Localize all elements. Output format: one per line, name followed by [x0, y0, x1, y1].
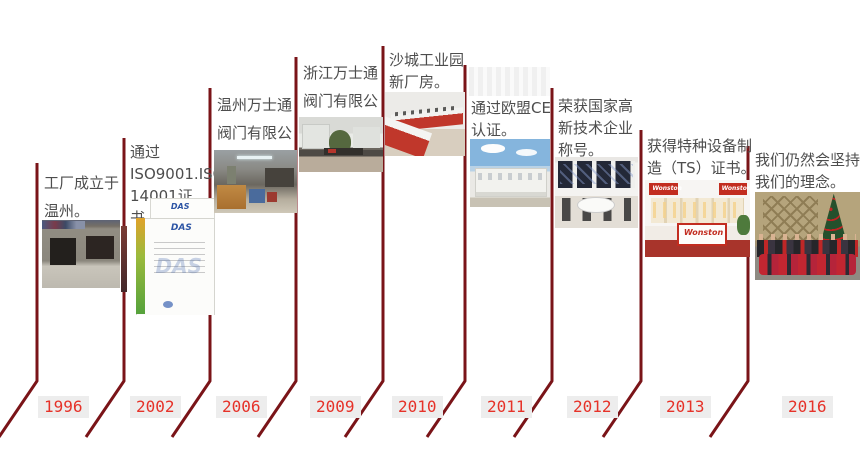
das-logo: DAS	[170, 222, 192, 233]
year-label-2013: 2013	[660, 396, 711, 418]
das-watermark: DAS	[155, 254, 203, 279]
das-logo: DAS	[170, 201, 190, 211]
display-boards	[558, 161, 635, 189]
photo-2010-assembly-line	[385, 92, 465, 156]
wonston-logo: Wonston	[683, 227, 724, 237]
shelf-lights	[653, 201, 742, 219]
wonston-logo: Wonston	[652, 184, 682, 192]
milestone-text-line: 造（TS）证书。	[647, 159, 756, 177]
photo-2009-factory-gate	[299, 117, 383, 172]
photo-edge-sliver	[121, 226, 127, 292]
photo-2012-showroom	[555, 157, 638, 228]
people-back-row	[757, 239, 858, 258]
worker-figure	[227, 166, 236, 184]
year-label-1996: 1996	[38, 396, 89, 418]
milestone-text-line: 我们仍然会坚持	[755, 151, 860, 169]
wonston-logo: Wonston	[721, 184, 750, 192]
photo-2011-factory-exterior	[470, 139, 550, 207]
tree	[329, 130, 352, 154]
milestone-text-line: 阀门有限公	[303, 92, 379, 110]
photo-2002-iso-certificates: DAS DAS DAS	[121, 198, 217, 315]
milestone-text-line: 新技术企业	[558, 119, 634, 137]
round-table	[576, 196, 616, 213]
machinery	[265, 167, 294, 187]
booth-header-panel	[718, 183, 747, 196]
milestone-text-2010: 沙城工业园 新厂房。	[389, 49, 471, 93]
milestone-text-2011: 通过欧盟CE 认证。	[471, 97, 553, 141]
photo-2013-exhibition-booth: Wonston Wonston Wonston	[645, 180, 750, 257]
gate-sign	[324, 147, 363, 155]
milestone-text-line: 浙江万士通	[303, 64, 379, 82]
building-windows	[478, 173, 542, 180]
photo-1996-old-factory	[42, 220, 120, 288]
blue-crate	[248, 189, 266, 203]
milestone-text-line: 温州万士通	[217, 96, 293, 114]
factory-building	[352, 126, 380, 148]
milestone-text-line: 认证。	[471, 121, 517, 139]
milestone-text-line: 我们的理念。	[755, 173, 846, 191]
people-front-row	[759, 253, 856, 275]
milestone-text-line: 阀门有限公	[217, 124, 293, 142]
year-label-2016: 2016	[782, 396, 833, 418]
booth-counter	[676, 223, 727, 246]
year-label-2009: 2009	[310, 396, 361, 418]
photo-2006-workshop-interior	[214, 150, 297, 213]
gate-sign-red-text	[327, 149, 336, 153]
milestone-text-2013: 获得特种设备制 造（TS）证书。	[647, 135, 757, 179]
cloud	[481, 144, 506, 153]
fluorescent-light	[237, 156, 273, 160]
milestone-text-line: ISO9001.ISO	[130, 165, 225, 183]
cardboard-boxes	[217, 184, 246, 209]
people-heads-row	[759, 234, 856, 240]
milestone-text-2012: 荣获国家高 新技术企业 称号。	[558, 95, 640, 161]
milestone-text-line: 沙城工业园	[389, 51, 465, 69]
year-label-2010: 2010	[392, 396, 443, 418]
red-box	[267, 191, 278, 202]
lattice-wall	[763, 195, 818, 240]
certificate-green-stripe	[136, 217, 145, 314]
white-building	[474, 167, 548, 197]
year-label-2012: 2012	[567, 396, 618, 418]
year-label-2006: 2006	[216, 396, 267, 418]
cloud	[516, 149, 538, 156]
booth-header-panel	[649, 183, 678, 196]
milestone-text-line: 获得特种设备制	[647, 137, 753, 155]
year-label-2002: 2002	[130, 396, 181, 418]
factory-building	[302, 123, 330, 149]
milestone-text-line: 称号。	[558, 141, 604, 159]
milestone-text-2016: 我们仍然会坚持 我们的理念。	[755, 149, 860, 193]
milestone-text-line: 荣获国家高	[558, 97, 634, 115]
laundry-strip	[42, 221, 85, 229]
milestone-text-line: 通过欧盟CE	[471, 99, 551, 117]
garage-opening	[85, 236, 114, 260]
milestone-text-line: 新厂房。	[389, 73, 450, 91]
milestone-text-1996: 工厂成立于 温州。	[44, 169, 126, 225]
milestone-text-line: 通过	[130, 143, 161, 161]
milestone-text-line: 工厂成立于	[44, 174, 120, 192]
photo-2016-team-group	[755, 192, 860, 280]
garage-opening	[49, 237, 77, 265]
timeline-line-1996	[0, 163, 39, 438]
certificate-seal	[163, 300, 174, 308]
board-product-dots	[559, 164, 633, 184]
faded-photo-strip	[469, 67, 550, 96]
plant	[737, 215, 750, 236]
year-label-2011: 2011	[481, 396, 532, 418]
certificate-text-lines	[153, 242, 206, 276]
milestone-text-line: 温州。	[44, 202, 90, 220]
